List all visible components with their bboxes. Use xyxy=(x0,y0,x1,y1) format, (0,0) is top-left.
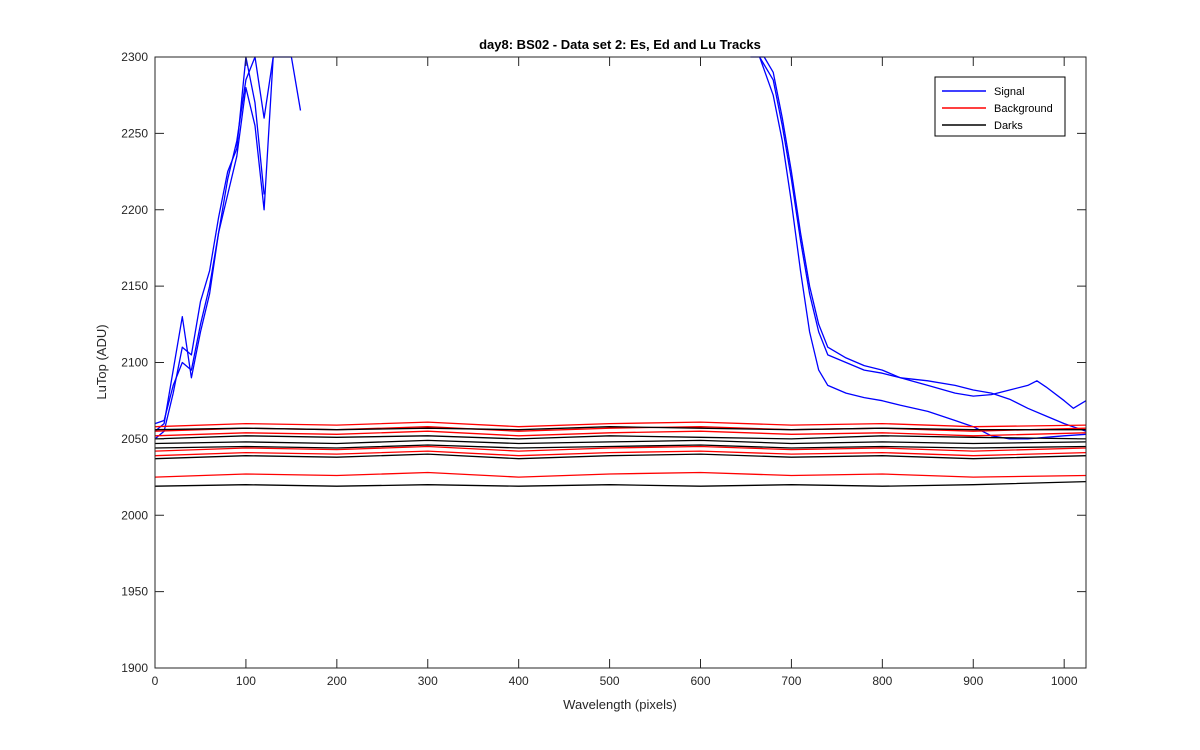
chart-title: day8: BS02 - Data set 2: Es, Ed and Lu T… xyxy=(479,37,761,52)
y-tick-label: 2150 xyxy=(121,279,148,293)
x-tick-label: 900 xyxy=(963,674,983,688)
x-tick-label: 300 xyxy=(418,674,438,688)
y-tick-label: 1900 xyxy=(121,661,148,675)
y-tick-label: 1950 xyxy=(121,585,148,599)
plot-area xyxy=(155,57,1086,668)
background-series-line-3 xyxy=(154,430,1087,437)
background-series-line-5 xyxy=(154,450,1087,457)
background-series-line-4 xyxy=(154,445,1087,452)
x-tick-label: 700 xyxy=(781,674,801,688)
ticks-layer: 0 100 200 300 400 500 600 700 800 900 1000 1900 1950… xyxy=(121,50,1086,688)
y-tick-label: 2050 xyxy=(121,432,148,446)
x-tick-label: 1000 xyxy=(1051,674,1078,688)
y-tick-label: 2300 xyxy=(121,50,148,64)
x-tick-label: 100 xyxy=(236,674,256,688)
y-axis-label: LuTop (ADU) xyxy=(94,324,109,399)
x-tick-label: 0 xyxy=(152,674,159,688)
signal-series-line-4 xyxy=(750,56,1087,409)
signal-series-line-6 xyxy=(758,56,1087,440)
series-layer xyxy=(154,56,1087,487)
x-tick-label: 800 xyxy=(872,674,892,688)
x-tick-label: 200 xyxy=(327,674,347,688)
legend-label-darks: Darks xyxy=(994,120,1023,132)
signal-series-line-2 xyxy=(154,56,274,432)
y-tick-label: 2250 xyxy=(121,126,148,140)
y-tick-label: 2100 xyxy=(121,356,148,370)
x-tick-label: 400 xyxy=(509,674,529,688)
x-axis-label: Wavelength (pixels) xyxy=(563,697,677,712)
x-tick-label: 500 xyxy=(600,674,620,688)
darks-series-line-3 xyxy=(154,439,1087,445)
background-series-line-6 xyxy=(154,471,1087,478)
darks-series-line-1 xyxy=(154,426,1086,431)
signal-series-line-5 xyxy=(759,56,1087,432)
y-tick-label: 2000 xyxy=(121,508,148,522)
darks-series-line-6 xyxy=(154,480,1087,487)
legend-label-background: Background xyxy=(994,103,1053,115)
legend-label-signal: Signal xyxy=(994,86,1025,98)
y-tick-label: 2200 xyxy=(121,203,148,217)
darks-series-line-5 xyxy=(154,453,1087,460)
darks-series-line-4 xyxy=(154,444,1087,449)
background-series-line-1 xyxy=(154,421,1087,428)
x-tick-label: 600 xyxy=(690,674,710,688)
legend-box xyxy=(934,76,1066,137)
darks-series-line-2 xyxy=(154,435,1087,440)
legend: Signal Background Darks xyxy=(934,76,1066,137)
